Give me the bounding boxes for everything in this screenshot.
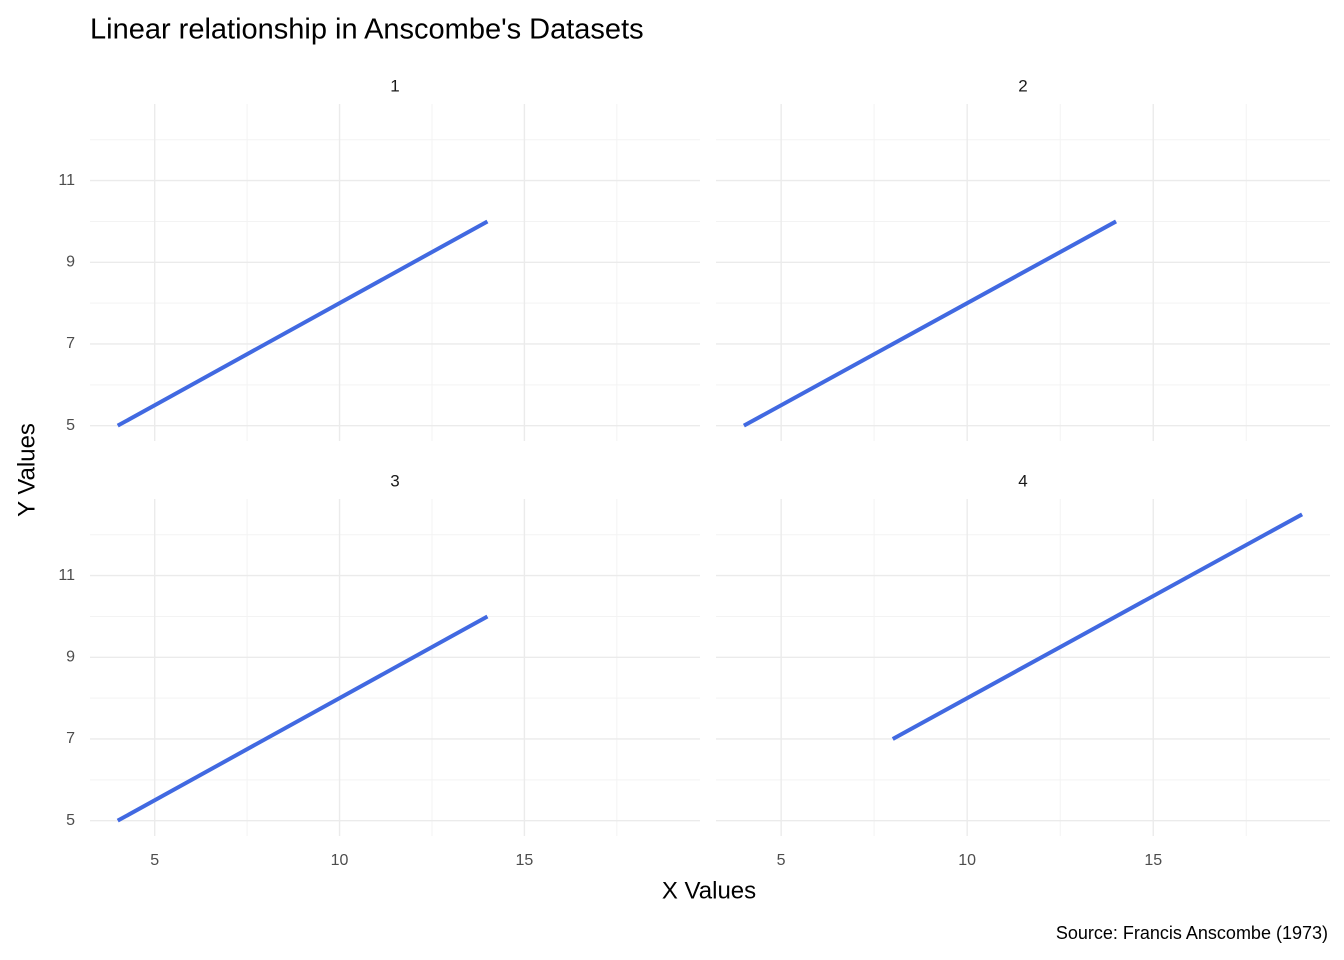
facet-label: 2 [1018,76,1027,95]
y-tick-label: 11 [58,567,75,584]
x-tick-label: 10 [958,852,976,869]
line [116,219,489,428]
line [891,512,1304,741]
y-tick-label: 9 [66,649,75,666]
x-tick-label: 15 [1144,852,1162,869]
y-axis-label: Y Values [13,423,40,517]
y-tick-label: 5 [66,812,75,829]
y-tick-label: 5 [66,417,75,434]
x-tick-label: 10 [331,852,349,869]
y-tick-label: 7 [66,730,75,747]
line [116,614,489,823]
caption: Source: Francis Anscombe (1973) [1056,923,1328,943]
line [742,219,1117,428]
y-tick-label: 9 [66,254,75,271]
x-axis-label: X Values [662,877,756,904]
x-tick-label: 5 [150,852,159,869]
y-tick-label: 7 [66,335,75,352]
facet-label: 1 [390,76,399,95]
facet-label: 4 [1018,471,1027,490]
x-tick-label: 15 [515,852,533,869]
x-tick-label: 5 [777,852,786,869]
facet-label: 3 [390,471,399,490]
y-tick-label: 11 [58,172,75,189]
chart-title: Linear relationship in Anscombe's Datase… [90,14,644,46]
